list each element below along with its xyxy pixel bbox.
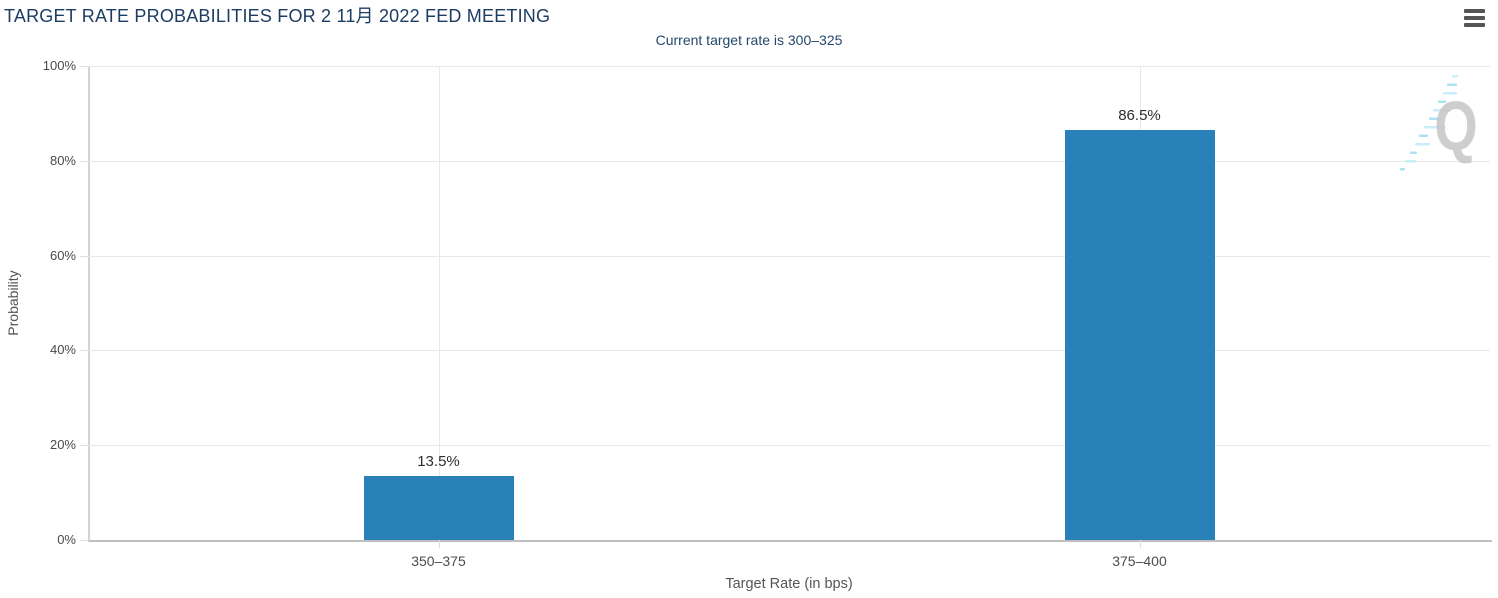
x-axis-title: Target Rate (in bps) (725, 576, 853, 592)
y-gridline (88, 255, 1490, 257)
plot-area (88, 66, 1492, 542)
chart-region: Probability Target Rate (in bps) 0% 20% 40… (0, 56, 1498, 598)
y-tick-mark (80, 255, 88, 257)
bar-350–375[interactable] (363, 476, 514, 540)
x-tick-label: 375–400 (1112, 553, 1167, 569)
hamburger-icon (1464, 16, 1485, 20)
y-gridline (88, 66, 1490, 67)
page-title: TARGET RATE PROBABILITIES FOR 2 11月 2022… (4, 6, 551, 26)
bar-value-label: 86.5% (1118, 106, 1161, 124)
chart-subtitle: Current target rate is 300–325 (655, 32, 843, 48)
y-gridline (88, 160, 1490, 162)
y-gridline (88, 350, 1490, 352)
hamburger-icon (1464, 23, 1485, 27)
y-tick-mark (80, 66, 88, 67)
y-tick-label: 0% (57, 532, 76, 547)
y-tick-label: 80% (49, 152, 76, 168)
x-tick-label: 350–375 (411, 553, 466, 569)
bar-375–400[interactable] (1064, 129, 1215, 540)
x-gridline (438, 66, 440, 540)
y-tick-mark (80, 350, 88, 352)
y-tick-mark (80, 160, 88, 162)
bar-value-label: 13.5% (417, 453, 460, 470)
hamburger-icon (1464, 9, 1485, 13)
y-tick-label: 100% (42, 58, 76, 73)
y-gridline (88, 445, 1490, 447)
y-tick-label: 40% (49, 342, 76, 358)
y-tick-label: 60% (49, 247, 76, 263)
menu-button[interactable] (1462, 7, 1488, 31)
y-tick-mark (80, 540, 88, 541)
x-tick-mark (438, 540, 440, 548)
y-tick-mark (80, 445, 88, 447)
x-tick-mark (1139, 540, 1141, 548)
y-tick-label: 20% (49, 437, 76, 453)
